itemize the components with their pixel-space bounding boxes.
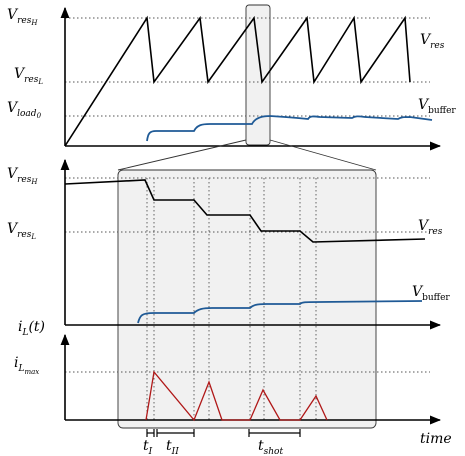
label-time: time (420, 431, 452, 447)
label-il-max: iLmax (14, 355, 39, 376)
detail-panel: VresH VresL Vres Vbuffer iL(t) iLmax tI … (7, 160, 452, 456)
t-ii-bracket (157, 429, 194, 437)
label-vres-h-top: VresH (7, 7, 38, 27)
vbuffer-waveform-top (147, 116, 432, 141)
overview-panel: VresH VresL Vload0 Vres Vbuffer (7, 5, 456, 146)
zoom-connector-right (270, 140, 376, 170)
label-vbuffer-top: Vbuffer (418, 97, 456, 116)
label-vres-detail: Vres (418, 218, 443, 237)
label-t-i: tI (143, 438, 153, 456)
zoom-connector-left (118, 140, 246, 170)
label-t-ii: tII (166, 438, 179, 456)
label-vres-h-mid: VresH (7, 166, 38, 186)
zoom-region (118, 170, 376, 428)
label-vres-l-mid: VresL (7, 221, 36, 241)
label-vload0-top: Vload0 (7, 100, 42, 120)
label-il-t: iL(t) (18, 319, 45, 338)
label-vres-top: Vres (420, 32, 445, 51)
t-i-bracket (147, 429, 154, 437)
label-vres-l-top: VresL (14, 66, 43, 86)
label-t-shot: tshot (258, 438, 283, 456)
t-shot-bracket (249, 429, 300, 437)
